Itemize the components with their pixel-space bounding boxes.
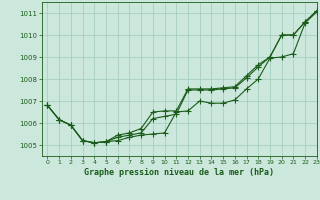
X-axis label: Graphe pression niveau de la mer (hPa): Graphe pression niveau de la mer (hPa) xyxy=(84,168,274,177)
